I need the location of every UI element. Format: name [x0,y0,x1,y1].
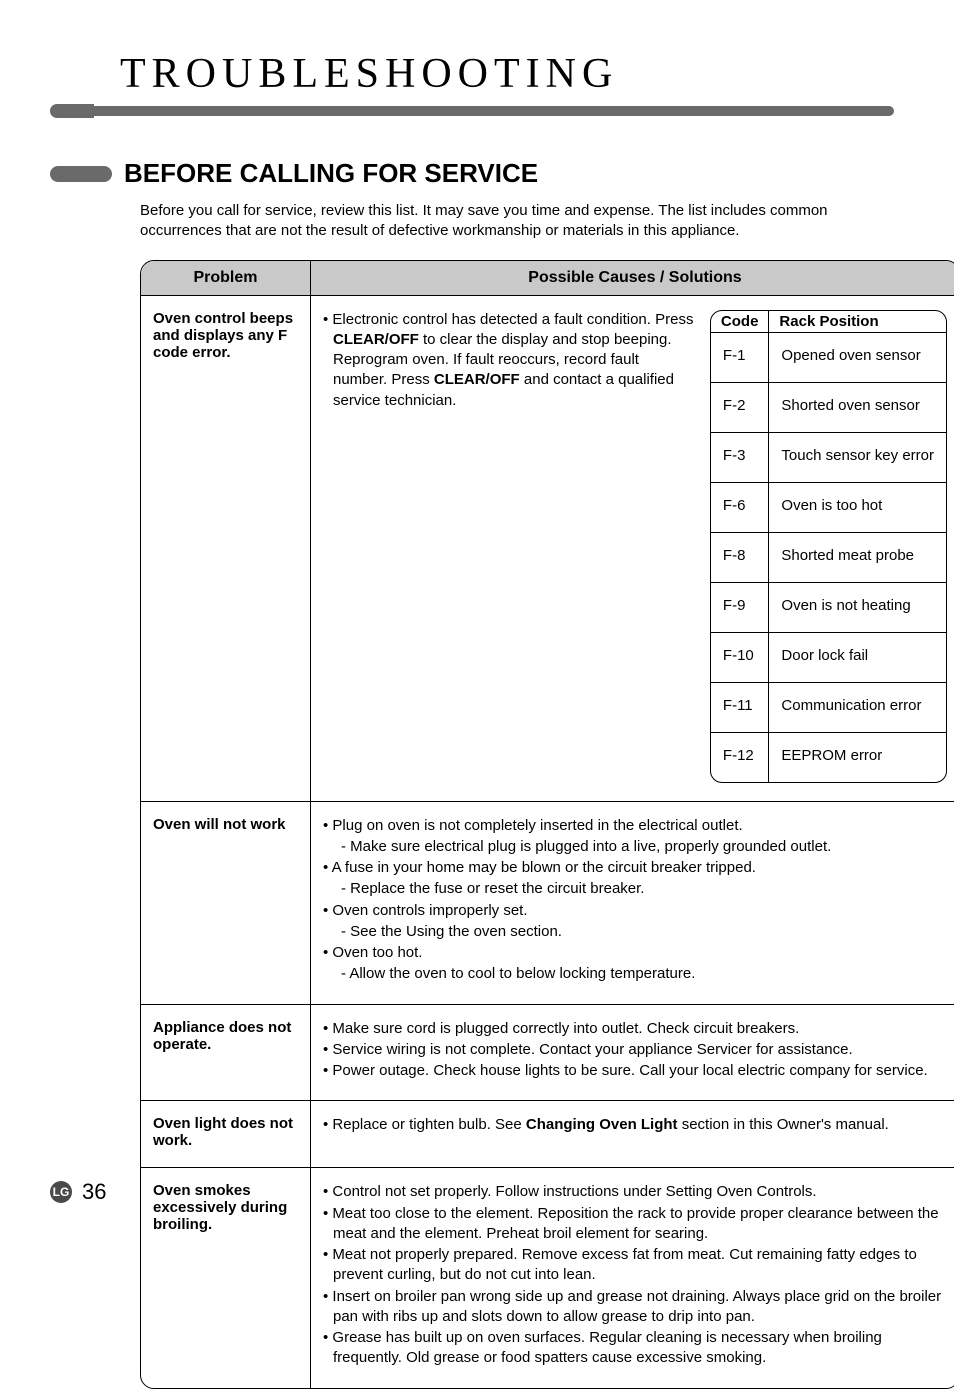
title-line [94,106,894,116]
desc-cell: Oven is not heating [769,583,946,633]
code-cell: F-12 [711,733,770,782]
problem-cell: Oven light does not work. [141,1101,311,1168]
solution-line: • Control not set properly. Follow instr… [323,1182,947,1202]
solution-line: • Meat too close to the element. Reposit… [323,1204,947,1245]
desc-cell: EEPROM error [769,733,946,782]
title-pill [50,104,94,118]
desc-cell: Communication error [769,683,946,733]
solution-line: • Oven too hot. [323,943,947,963]
section-heading: BEFORE CALLING FOR SERVICE [50,158,894,189]
solution-line: - Allow the oven to cool to below lockin… [323,964,947,984]
page-title: TROUBLESHOOTING [120,50,894,98]
code-header: Code [711,311,770,333]
fault-code-table: CodeRack PositionF-1Opened oven sensorF-… [710,310,947,783]
solution-line: • Oven controls improperly set. [323,901,947,921]
code-cell: F-11 [711,683,770,733]
column-header-solutions: Possible Causes / Solutions [311,261,954,296]
column-header-problem: Problem [141,261,311,296]
problem-cell: Oven smokes excessively during broiling. [141,1168,311,1387]
table-row: Oven will not work • Plug on oven is not … [141,802,954,1005]
section-pill [50,166,112,182]
table-row: Oven light does not work. • Replace or ti… [141,1101,954,1168]
solution-line: • Electronic control has detected a faul… [323,310,696,411]
solution-line: • A fuse in your home may be blown or th… [323,858,947,878]
solution-line: - See the Using the oven section. [323,922,947,942]
desc-cell: Shorted meat probe [769,533,946,583]
table-row: Appliance does not operate. • Make sure c… [141,1005,954,1102]
solution-cell: • Control not set properly. Follow instr… [311,1168,954,1387]
solution-line: • Service wiring is not complete. Contac… [323,1040,947,1060]
desc-cell: Oven is too hot [769,483,946,533]
solution-line: - Replace the fuse or reset the circuit … [323,879,947,899]
troubleshooting-table: Problem Possible Causes / Solutions Oven… [140,260,954,1389]
solution-line: • Make sure cord is plugged correctly in… [323,1019,947,1039]
section-title: BEFORE CALLING FOR SERVICE [124,158,538,189]
solution-cell: • Plug on oven is not completely inserte… [311,802,954,1005]
solution-line: • Replace or tighten bulb. See Changing … [323,1115,947,1135]
intro-text: Before you call for service, review this… [140,201,894,242]
code-cell: F-1 [711,333,770,383]
problem-cell: Appliance does not operate. [141,1005,311,1102]
solution-line: • Plug on oven is not completely inserte… [323,816,947,836]
solution-line: • Insert on broiler pan wrong side up an… [323,1287,947,1328]
code-cell: F-9 [711,583,770,633]
desc-cell: Door lock fail [769,633,946,683]
solution-line: • Meat not properly prepared. Remove exc… [323,1245,947,1286]
desc-cell: Opened oven sensor [769,333,946,383]
rack-header: Rack Position [769,311,946,333]
problem-cell: Oven control beeps and displays any F co… [141,296,311,802]
problem-cell: Oven will not work [141,802,311,1005]
solution-cell: • Electronic control has detected a faul… [311,296,954,802]
table-row: Oven control beeps and displays any F co… [141,296,954,802]
brand-logo-icon: LG [50,1181,72,1203]
table-row: Oven smokes excessively during broiling.… [141,1168,954,1387]
solution-line: • Grease has built up on oven surfaces. … [323,1328,947,1369]
code-cell: F-10 [711,633,770,683]
page-number: 36 [82,1179,106,1205]
code-cell: F-6 [711,483,770,533]
code-cell: F-3 [711,433,770,483]
title-divider [50,104,894,118]
solution-cell: • Replace or tighten bulb. See Changing … [311,1101,954,1168]
solution-line: - Make sure electrical plug is plugged i… [323,837,947,857]
solution-cell: • Make sure cord is plugged correctly in… [311,1005,954,1102]
solution-line: • Power outage. Check house lights to be… [323,1061,947,1081]
code-cell: F-8 [711,533,770,583]
desc-cell: Shorted oven sensor [769,383,946,433]
code-cell: F-2 [711,383,770,433]
desc-cell: Touch sensor key error [769,433,946,483]
page-footer: LG 36 [50,1179,106,1205]
